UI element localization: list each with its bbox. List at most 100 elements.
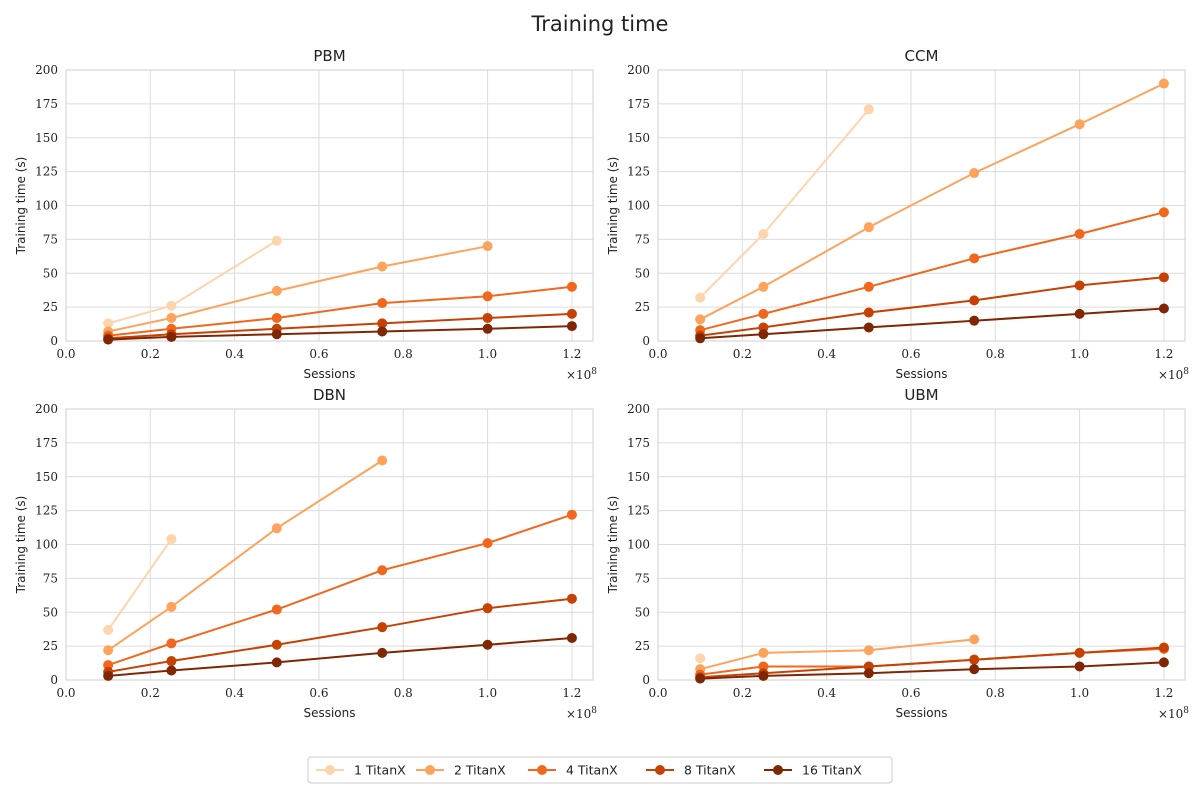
- panel-pbm: 0.0 0.2 0.4 0.6 0.8 1.0 1.2 0 25 50 75 100 125 150 175…: [14, 47, 597, 382]
- data-point: [567, 309, 577, 319]
- x-tick-label: 0.8: [986, 686, 1005, 700]
- data-point: [1075, 648, 1085, 658]
- series-line: [700, 662, 1164, 678]
- x-tick-label: 0.8: [394, 686, 413, 700]
- data-point: [483, 291, 493, 301]
- series-line: [108, 314, 572, 338]
- data-point: [103, 645, 113, 655]
- data-point: [695, 674, 705, 684]
- data-point: [483, 538, 493, 548]
- data-point: [272, 523, 282, 533]
- panel-title: DBN: [313, 386, 346, 404]
- x-axis-label: Sessions: [895, 706, 947, 720]
- data-point: [1075, 229, 1085, 239]
- data-point: [272, 313, 282, 323]
- y-tick-label: 25: [43, 639, 58, 653]
- x-offset-exponent: 8: [591, 706, 597, 716]
- series-1-titanx: [695, 653, 705, 663]
- data-point: [864, 645, 874, 655]
- y-tick-label: 100: [35, 538, 58, 552]
- data-point: [1159, 657, 1169, 667]
- y-tick-label: 125: [35, 504, 58, 518]
- y-tick-label: 150: [627, 470, 650, 484]
- legend-label: 1 TitanX: [354, 763, 406, 778]
- x-tick-label: 0.2: [141, 347, 160, 361]
- data-point: [166, 638, 176, 648]
- y-tick-label: 0: [642, 673, 650, 687]
- data-point: [377, 455, 387, 465]
- y-tick-label: 150: [35, 470, 58, 484]
- data-point: [483, 313, 493, 323]
- legend-label: 2 TitanX: [454, 763, 506, 778]
- legend-label: 16 TitanX: [802, 763, 862, 778]
- data-point: [103, 671, 113, 681]
- x-tick-label: 0.6: [309, 347, 328, 361]
- data-point: [166, 602, 176, 612]
- data-point: [969, 253, 979, 263]
- x-offset-label: ×108: [566, 706, 597, 721]
- x-offset-exponent: 8: [1183, 706, 1189, 716]
- series-4-titanx: [695, 207, 1169, 335]
- data-point: [758, 282, 768, 292]
- data-point: [377, 298, 387, 308]
- y-tick-label: 75: [43, 232, 58, 246]
- data-point: [166, 656, 176, 666]
- x-tick-label: 0.0: [56, 347, 75, 361]
- data-point: [567, 510, 577, 520]
- y-tick-label: 175: [627, 97, 650, 111]
- legend-marker: [325, 765, 335, 775]
- x-tick-label: 0.0: [648, 347, 667, 361]
- data-point: [864, 308, 874, 318]
- data-point: [695, 314, 705, 324]
- data-point: [272, 657, 282, 667]
- x-offset-base: ×10: [1158, 707, 1183, 721]
- y-axis-label: Training time (s): [606, 496, 620, 595]
- data-point: [377, 261, 387, 271]
- x-tick-label: 1.2: [1154, 347, 1173, 361]
- x-tick-label: 1.0: [1070, 686, 1089, 700]
- legend-label: 4 TitanX: [566, 763, 618, 778]
- data-point: [272, 605, 282, 615]
- data-point: [1075, 280, 1085, 290]
- legend-label: 8 TitanX: [684, 763, 736, 778]
- data-point: [272, 286, 282, 296]
- data-point: [758, 648, 768, 658]
- data-point: [969, 655, 979, 665]
- y-tick-label: 150: [627, 131, 650, 145]
- y-tick-label: 175: [35, 436, 58, 450]
- x-tick-label: 0.6: [309, 686, 328, 700]
- data-point: [1159, 642, 1169, 652]
- data-point: [377, 648, 387, 658]
- x-offset-base: ×10: [566, 707, 591, 721]
- data-point: [166, 534, 176, 544]
- data-point: [969, 316, 979, 326]
- x-tick-label: 1.2: [562, 347, 581, 361]
- series-line: [108, 638, 572, 676]
- data-point: [864, 282, 874, 292]
- legend-marker: [425, 765, 435, 775]
- x-tick-label: 0.0: [56, 686, 75, 700]
- y-tick-label: 100: [627, 538, 650, 552]
- y-tick-label: 125: [627, 165, 650, 179]
- data-point: [758, 309, 768, 319]
- data-point: [377, 565, 387, 575]
- series-2-titanx: [103, 455, 387, 655]
- y-tick-label: 200: [627, 402, 650, 416]
- y-tick-label: 175: [627, 436, 650, 450]
- data-point: [1159, 207, 1169, 217]
- data-point: [1159, 79, 1169, 89]
- data-point: [864, 222, 874, 232]
- y-tick-label: 75: [635, 232, 650, 246]
- data-point: [1075, 119, 1085, 129]
- y-tick-label: 25: [635, 300, 650, 314]
- y-tick-label: 75: [43, 571, 58, 585]
- y-tick-label: 200: [35, 402, 58, 416]
- y-tick-label: 75: [635, 571, 650, 585]
- x-tick-label: 0.2: [141, 686, 160, 700]
- series-1-titanx: [103, 236, 282, 329]
- x-tick-label: 1.2: [562, 686, 581, 700]
- panel-ubm: 0.0 0.2 0.4 0.6 0.8 1.0 1.20255075100125150175…: [606, 386, 1189, 721]
- data-point: [969, 664, 979, 674]
- legend-marker: [655, 765, 665, 775]
- y-tick-label: 50: [635, 266, 650, 280]
